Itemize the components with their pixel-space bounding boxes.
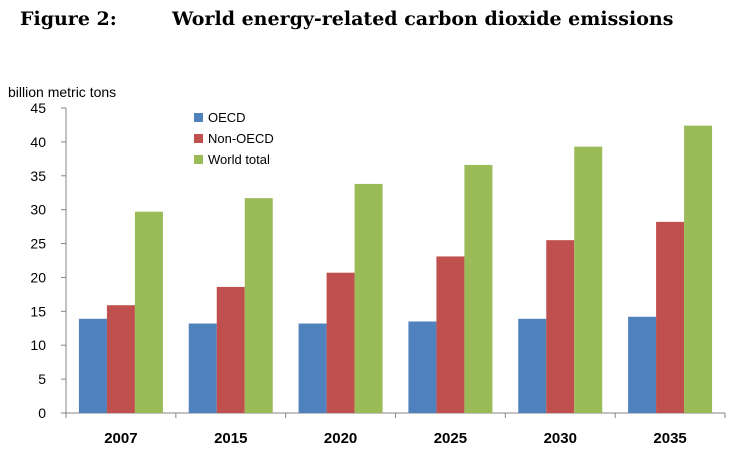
bar-world-total-2035 (684, 125, 713, 413)
y-tick-label: 40 (30, 134, 46, 150)
bar-world-total-2030 (574, 146, 603, 413)
bar-oecd-2030 (518, 318, 547, 413)
figure-number: Figure 2: (20, 8, 117, 30)
x-tick-label: 2007 (104, 430, 137, 447)
bar-non-oecd-2035 (656, 221, 685, 413)
legend-entry: World total (208, 152, 270, 167)
legend-swatch (194, 113, 203, 122)
legend-entry: OECD (208, 110, 246, 125)
y-tick-label: 10 (30, 337, 46, 353)
y-tick-label: 0 (38, 405, 46, 421)
bar-non-oecd-2025 (436, 256, 465, 413)
x-tick-label: 2020 (324, 430, 357, 447)
bar-non-oecd-2030 (546, 240, 575, 413)
legend-entry: Non-OECD (208, 131, 274, 146)
bar-non-oecd-2020 (326, 272, 355, 413)
x-tick-label: 2025 (434, 430, 467, 447)
x-tick-label: 2015 (214, 430, 247, 447)
figure-title: Figure 2: World energy-related carbon dio… (20, 8, 673, 30)
y-tick-label: 15 (30, 303, 46, 319)
legend-swatch (194, 134, 203, 143)
bar-world-total-2007 (134, 211, 163, 413)
y-tick-label: 25 (30, 236, 46, 252)
bar-world-total-2025 (464, 164, 493, 413)
bar-oecd-2020 (298, 323, 327, 413)
y-tick-label: 5 (38, 371, 46, 387)
y-tick-label: 30 (30, 202, 46, 218)
bar-non-oecd-2007 (106, 305, 135, 413)
bar-oecd-2007 (78, 318, 107, 413)
y-axis-label: billion metric tons (8, 84, 116, 100)
bar-oecd-2015 (188, 323, 217, 413)
bar-world-total-2020 (354, 183, 383, 413)
y-tick-label: 20 (30, 269, 46, 285)
y-tick-label: 45 (30, 100, 46, 116)
legend: OECD Non-OECD World total (194, 110, 274, 167)
y-tick-label: 35 (30, 168, 46, 184)
figure-caption: World energy-related carbon dioxide emis… (172, 8, 674, 30)
x-tick-label: 2035 (653, 430, 686, 447)
x-tick-label: 2030 (544, 430, 577, 447)
bars (78, 125, 713, 413)
bar-non-oecd-2015 (216, 286, 245, 413)
bar-oecd-2025 (408, 321, 437, 413)
bar-oecd-2035 (628, 316, 657, 413)
legend-swatch (194, 155, 203, 164)
bar-world-total-2015 (244, 198, 273, 413)
